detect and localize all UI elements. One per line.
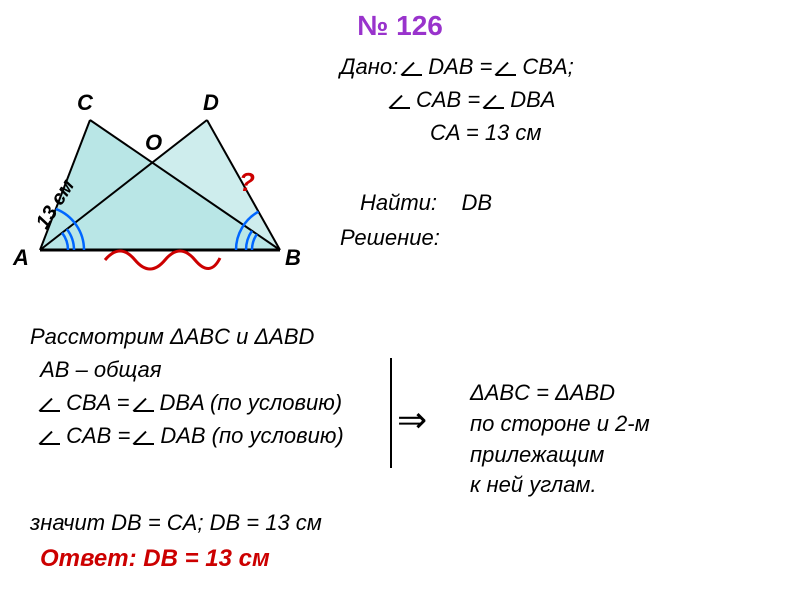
answer-text: Ответ: DB = 13 см — [40, 545, 270, 572]
title-text: № 126 — [357, 10, 443, 41]
angle-icon — [40, 427, 62, 445]
angle-icon — [484, 91, 506, 109]
angle-icon — [390, 91, 412, 109]
common-side-squiggle — [105, 251, 220, 269]
implication-block: ΔABC = ΔABD по стороне и 2-м прилежащим … — [470, 378, 650, 501]
given-label: Дано: — [340, 50, 398, 83]
answer: Ответ: DB = 13 см — [40, 545, 270, 573]
angle-icon — [134, 427, 156, 445]
angle-icon — [496, 58, 518, 76]
given-line-2: CAB = DBA — [340, 83, 574, 116]
angle-icon — [40, 394, 62, 412]
dba-text: DBA — [510, 83, 555, 116]
vertex-o-label: O — [145, 130, 162, 156]
cba-text: CBA; — [522, 50, 573, 83]
proof-block: Рассмотрим ΔABC и ΔABD AB – общая CBA = … — [30, 320, 344, 452]
geometry-diagram: A B C D O 13 см ? — [15, 85, 305, 285]
eq1-right: DBA (по условию) — [160, 386, 343, 419]
given-line-3: CA = 13 см — [340, 116, 574, 149]
proof-common: AB – общая — [30, 353, 344, 386]
given-block: Дано: DAB = CBA; CAB = DBA CA = 13 см — [340, 50, 574, 149]
dab-text: DAB = — [428, 50, 492, 83]
eq2-left: CAB = — [66, 419, 130, 452]
implies-arrow: ⇒ — [397, 370, 427, 470]
angle-icon — [402, 58, 424, 76]
problem-title: № 126 — [357, 10, 443, 42]
proof-eq2: CAB = DAB (по условию) — [30, 419, 344, 452]
question-mark: ? — [239, 167, 255, 198]
find-label: Найти: — [360, 190, 437, 215]
ca-eq: CA = 13 см — [430, 116, 541, 149]
angle-icon — [134, 394, 156, 412]
given-line-1: Дано: DAB = CBA; — [340, 50, 574, 83]
vertex-a-label: A — [13, 245, 29, 271]
vertex-c-label: C — [77, 90, 93, 116]
find-value: DB — [462, 190, 493, 215]
vertical-divider — [390, 358, 392, 468]
eq2-right: DAB (по условию) — [160, 419, 343, 452]
vertex-b-label: B — [285, 245, 301, 271]
solution-label: Решение: — [340, 225, 440, 251]
impl-line-2: прилежащим — [470, 440, 650, 471]
eq1-left: CBA = — [66, 386, 129, 419]
impl-line-1: по стороне и 2-м — [470, 409, 650, 440]
proof-consider: Рассмотрим ΔABC и ΔABD — [30, 320, 344, 353]
vertex-d-label: D — [203, 90, 219, 116]
impl-line-0: ΔABC = ΔABD — [470, 378, 650, 409]
cab-text: CAB = — [416, 83, 480, 116]
find-line: Найти: DB — [360, 190, 492, 216]
proof-eq1: CBA = DBA (по условию) — [30, 386, 344, 419]
proof-common-text: AB – общая — [40, 353, 161, 386]
conclusion: значит DB = CA; DB = 13 см — [30, 510, 322, 536]
impl-line-3: к ней углам. — [470, 470, 650, 501]
